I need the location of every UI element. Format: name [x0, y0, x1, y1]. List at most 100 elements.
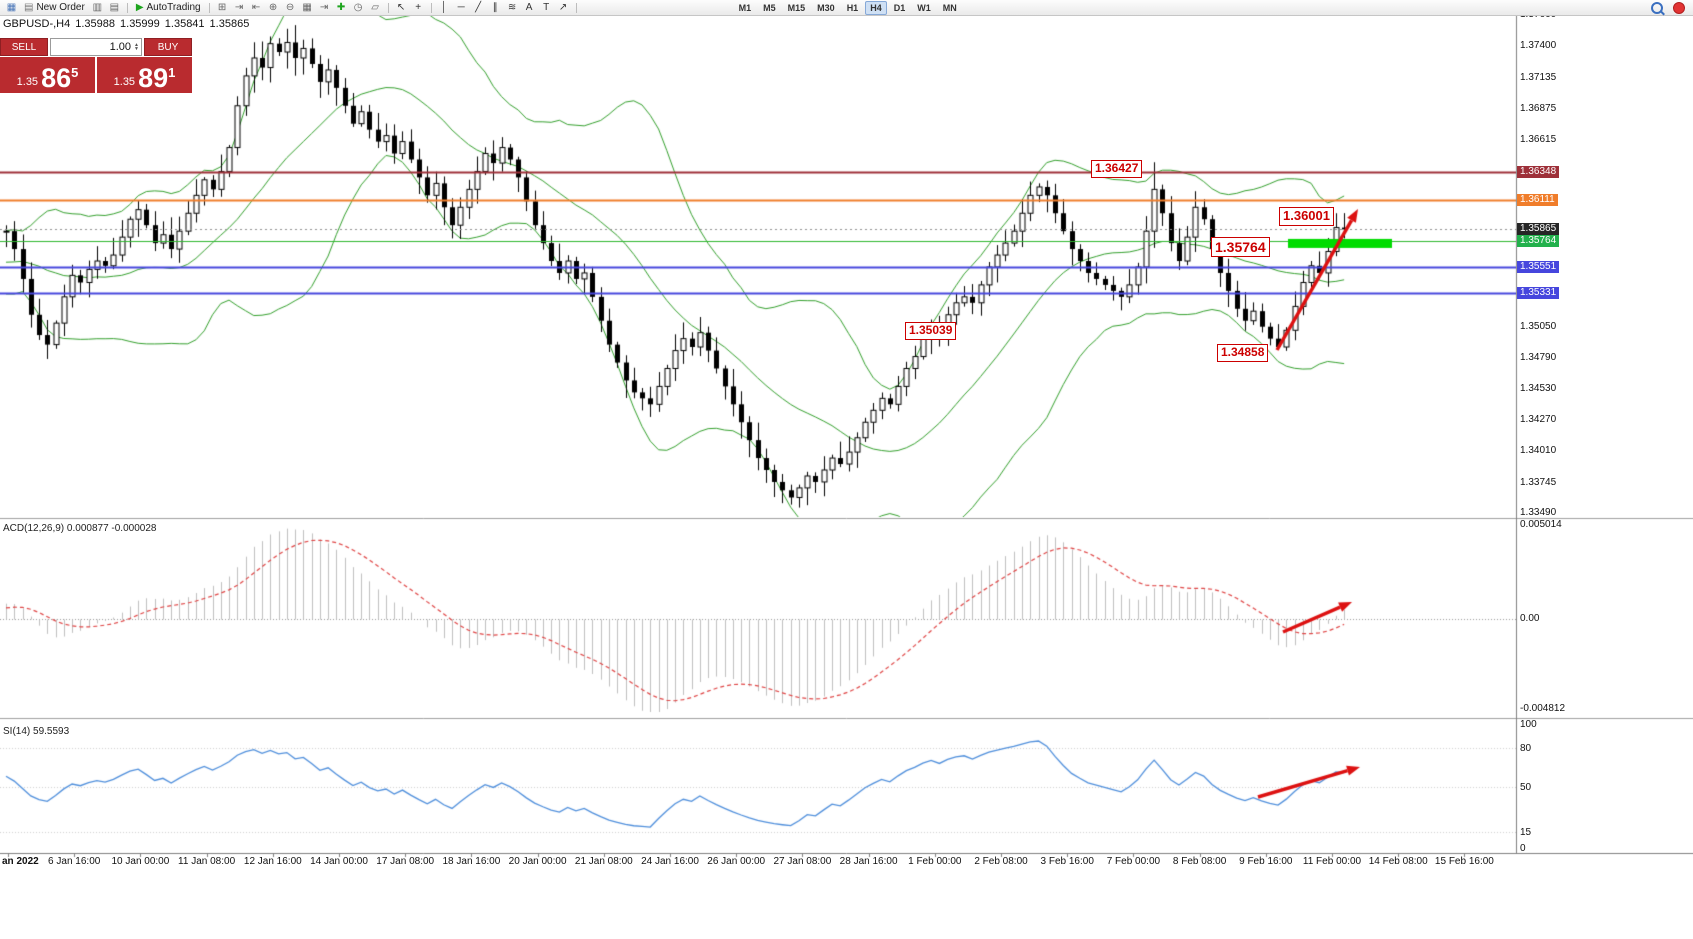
price-axis-label: 1.33490 — [1520, 507, 1557, 518]
sell-price-panel[interactable]: 1.35 86 5 — [0, 57, 95, 93]
price-axis-label: 1.36875 — [1520, 102, 1557, 114]
timeframe-button-m30[interactable]: M30 — [817, 2, 835, 13]
notification-badge[interactable] — [1673, 1, 1685, 14]
trendline-icon[interactable]: ╱ — [471, 0, 486, 15]
time-axis-label: 26 Jan 00:00 — [707, 856, 766, 867]
buy-price-panel[interactable]: 1.35 89 1 — [97, 57, 192, 93]
price-axis-label: 1.35551 — [1517, 260, 1560, 273]
price-annotation-label[interactable]: 1.36427 — [1091, 160, 1143, 178]
price-annotation-label[interactable]: 1.35039 — [905, 322, 957, 340]
new-order-button[interactable]: ▤ New Order — [21, 2, 88, 13]
one-click-price-row: 1.35 86 5 1.35 89 1 — [0, 57, 192, 93]
periods-icon[interactable]: ◷ — [351, 0, 366, 15]
indicators-window-icon[interactable]: ⊞ — [215, 0, 230, 15]
indicators-window-icon-glyph: ⊞ — [217, 2, 227, 13]
zoom-out-icon[interactable]: ⊖ — [283, 0, 298, 15]
scroll-to-end-icon-glyph: ⇥ — [234, 2, 244, 13]
templates-icon-glyph: ▱ — [371, 2, 379, 13]
search-icon[interactable] — [1651, 1, 1663, 14]
chart-window-icon-glyph: ▦ — [6, 2, 17, 13]
toolbar-separator — [208, 2, 210, 13]
price-axis-label: 1.36615 — [1520, 133, 1557, 145]
new-order-button-label: New Order — [36, 2, 85, 13]
macd-axis-label: -0.004812 — [1520, 703, 1566, 714]
time-axis-label: 27 Jan 08:00 — [773, 856, 832, 867]
time-axis-label: 15 Feb 16:00 — [1434, 856, 1494, 867]
time-axis-label: 17 Jan 08:00 — [376, 856, 435, 867]
horizontal-line-icon-glyph: ─ — [457, 2, 465, 13]
rsi-axis-label: 15 — [1520, 826, 1532, 838]
price-axis-label: 1.35331 — [1517, 287, 1560, 300]
price-axis-label: 1.35764 — [1517, 235, 1560, 248]
templates-icon[interactable]: ▱ — [368, 0, 383, 15]
cursor-icon[interactable]: ↖ — [394, 0, 409, 15]
label-icon[interactable]: T — [539, 0, 554, 15]
toolbar-right-group — [1651, 1, 1689, 14]
horizontal-line-icon[interactable]: ─ — [454, 0, 469, 15]
price-axis-label: 1.33745 — [1520, 476, 1557, 488]
vertical-line-icon[interactable]: │ — [437, 0, 452, 15]
vertical-line-icon-glyph: │ — [441, 2, 448, 13]
tile-windows-icon[interactable]: ▦ — [300, 0, 315, 15]
macd-indicator-label: ACD(12,26,9) 0.000877 -0.000028 — [3, 523, 157, 534]
chart-shift-icon-glyph: ⇤ — [251, 2, 261, 13]
ohlc-high: 1.35999 — [120, 18, 160, 30]
crosshair-icon[interactable]: + — [411, 0, 426, 15]
time-axis-label: 24 Jan 16:00 — [641, 856, 699, 867]
crosshair-icon-glyph: + — [415, 2, 422, 13]
text-icon[interactable]: A — [522, 0, 537, 15]
toolbar-separator — [430, 2, 432, 13]
time-axis-label: 9 Feb 16:00 — [1239, 856, 1293, 867]
timeframe-button-h1[interactable]: H1 — [846, 2, 859, 13]
zoom-in-icon[interactable]: ⊕ — [266, 0, 281, 15]
chart-shift-icon[interactable]: ⇤ — [249, 0, 264, 15]
timeframe-button-m1[interactable]: M1 — [738, 2, 752, 13]
ohlc-low: 1.35841 — [164, 18, 205, 30]
price-axis-label: 1.35865 — [1517, 223, 1560, 236]
one-click-trading-panel: SELL 1.00 ▲ ▼ BUY 1.35 86 5 1.35 — [0, 38, 192, 93]
time-axis-label: 28 Jan 16:00 — [839, 856, 898, 867]
time-axis-label: 14 Jan 00:00 — [310, 856, 368, 867]
rsi-axis-label: 100 — [1520, 719, 1537, 730]
rsi-axis-label: 0 — [1520, 843, 1526, 854]
volume-up-icon[interactable]: ▲ — [134, 42, 139, 48]
autotrading-button[interactable]: ▶ AutoTrading — [133, 2, 204, 13]
channel-icon[interactable]: ∥ — [488, 0, 503, 15]
sell-button[interactable]: SELL — [0, 38, 48, 56]
toolbar-separator — [387, 2, 389, 13]
price-axis-label: 1.35050 — [1520, 320, 1557, 332]
chart-window-icon[interactable]: ▦ — [4, 0, 19, 15]
zoom-in-icon-glyph: ⊕ — [268, 2, 278, 13]
price-axis-label: 1.36348 — [1517, 165, 1560, 178]
fibonacci-icon-glyph: ≋ — [507, 2, 517, 13]
add-indicator-icon[interactable]: ✚ — [334, 0, 349, 15]
timeframe-button-w1[interactable]: W1 — [917, 2, 931, 13]
price-annotation-label[interactable]: 1.34858 — [1217, 344, 1269, 362]
arrows-icon[interactable]: ↗ — [556, 0, 571, 15]
timeframe-button-m5[interactable]: M5 — [763, 2, 776, 13]
time-axis-label: 20 Jan 00:00 — [508, 856, 567, 867]
scroll-to-end-icon[interactable]: ⇥ — [232, 0, 247, 15]
tile-windows-icon-glyph: ▦ — [302, 2, 312, 13]
new-order-icon: ▤ — [24, 2, 34, 13]
buy-price-pip: 1 — [168, 65, 176, 80]
volume-down-icon[interactable]: ▼ — [134, 46, 139, 52]
timeframe-button-mn[interactable]: MN — [942, 2, 957, 13]
chart-list-icon[interactable]: ▤ — [107, 0, 122, 15]
price-annotation-label[interactable]: 1.35764 — [1211, 237, 1270, 258]
chart-list-icon-glyph: ▤ — [109, 2, 120, 13]
periods-icon-glyph: ◷ — [353, 2, 363, 13]
label-icon-glyph: T — [543, 2, 550, 13]
arrows-icon-glyph: ↗ — [558, 2, 568, 13]
auto-scroll-icon[interactable]: ⇥ — [317, 0, 332, 15]
chart-profiles-icon[interactable]: ▥ — [90, 0, 105, 15]
fibonacci-icon[interactable]: ≋ — [505, 0, 520, 15]
volume-spinner[interactable]: ▲ ▼ — [134, 42, 139, 52]
timeframe-button-d1[interactable]: D1 — [893, 2, 906, 13]
buy-button[interactable]: BUY — [144, 38, 192, 56]
volume-field[interactable]: 1.00 ▲ ▼ — [50, 38, 142, 56]
timeframe-button-m15[interactable]: M15 — [787, 2, 806, 13]
price-annotation-label[interactable]: 1.36001 — [1279, 207, 1334, 226]
timeframe-button-h4[interactable]: H4 — [865, 0, 887, 15]
